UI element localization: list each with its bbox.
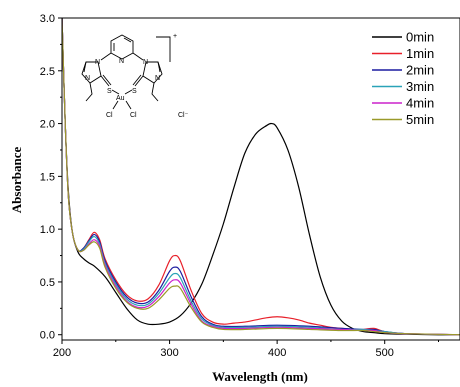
y-tick-label: 1.5 [40, 171, 55, 183]
legend-label-1min: 1min [406, 46, 434, 61]
series-layer [62, 18, 460, 336]
bond [112, 100, 119, 110]
legend-label-3min: 3min [406, 79, 434, 94]
ticks-layer [58, 17, 439, 344]
x-tick-label: 400 [268, 347, 286, 359]
plot-frame [61, 17, 460, 341]
atom-label: N [95, 59, 100, 66]
left-ethyl [85, 82, 93, 102]
counter-ion-label: Cl⁻ [178, 112, 189, 119]
bond [100, 52, 112, 61]
y-tick-label: 0.0 [40, 330, 55, 342]
left-imidazole-ring [81, 61, 102, 84]
pyridine-double-bond [123, 37, 132, 43]
series-line-2min [62, 18, 460, 336]
atom-label: S [132, 88, 137, 95]
legend-label-0min: 0min [406, 30, 434, 45]
bond [111, 89, 120, 95]
thione-bond [134, 75, 144, 87]
right-imidazole-ring [142, 61, 163, 84]
chemical-structure-inset: N N N N N S S Au Cl Cl Cl⁻ + [81, 33, 189, 119]
bond [132, 52, 144, 61]
x-tick-label: 200 [53, 347, 71, 359]
atom-label: S [107, 88, 112, 95]
bond [83, 61, 87, 73]
charge-bracket [156, 36, 171, 62]
series-line-0min [62, 18, 460, 336]
x-tick-label: 300 [160, 347, 178, 359]
y-tick-label: 1.0 [40, 224, 55, 236]
right-ethyl [151, 82, 159, 102]
y-tick-label: 3.0 [40, 13, 55, 25]
series-line-5min [62, 18, 460, 336]
atom-label: N [119, 58, 124, 65]
thione-bond [102, 74, 112, 86]
bond [124, 89, 133, 95]
tick-labels-layer: 200 300 400 500 0.0 0.5 1.0 1.5 2.0 2.5 3.0 [40, 13, 394, 359]
atom-label: Cl [106, 112, 113, 119]
legend-label-4min: 4min [406, 96, 434, 111]
atom-label: N [85, 75, 90, 82]
legend-label-5min: 5min [406, 112, 434, 127]
bond [125, 100, 132, 110]
y-axis-title: Absorbance [9, 147, 24, 214]
atom-label: N [143, 59, 148, 66]
y-tick-label: 0.5 [40, 277, 55, 289]
y-tick-label: 2.5 [40, 66, 55, 78]
atom-label: Au [116, 95, 125, 102]
thione-bond [132, 74, 142, 86]
thione-bond [100, 75, 110, 87]
atom-label: N [155, 75, 160, 82]
pyridine-ring [110, 34, 134, 60]
charge-label: + [173, 33, 177, 40]
bond [157, 61, 161, 73]
legend-label-2min: 2min [406, 63, 434, 78]
y-tick-label: 2.0 [40, 119, 55, 131]
x-axis-title: Wavelength (nm) [212, 369, 308, 384]
x-tick-label: 500 [376, 347, 394, 359]
atom-label: Cl [130, 112, 137, 119]
